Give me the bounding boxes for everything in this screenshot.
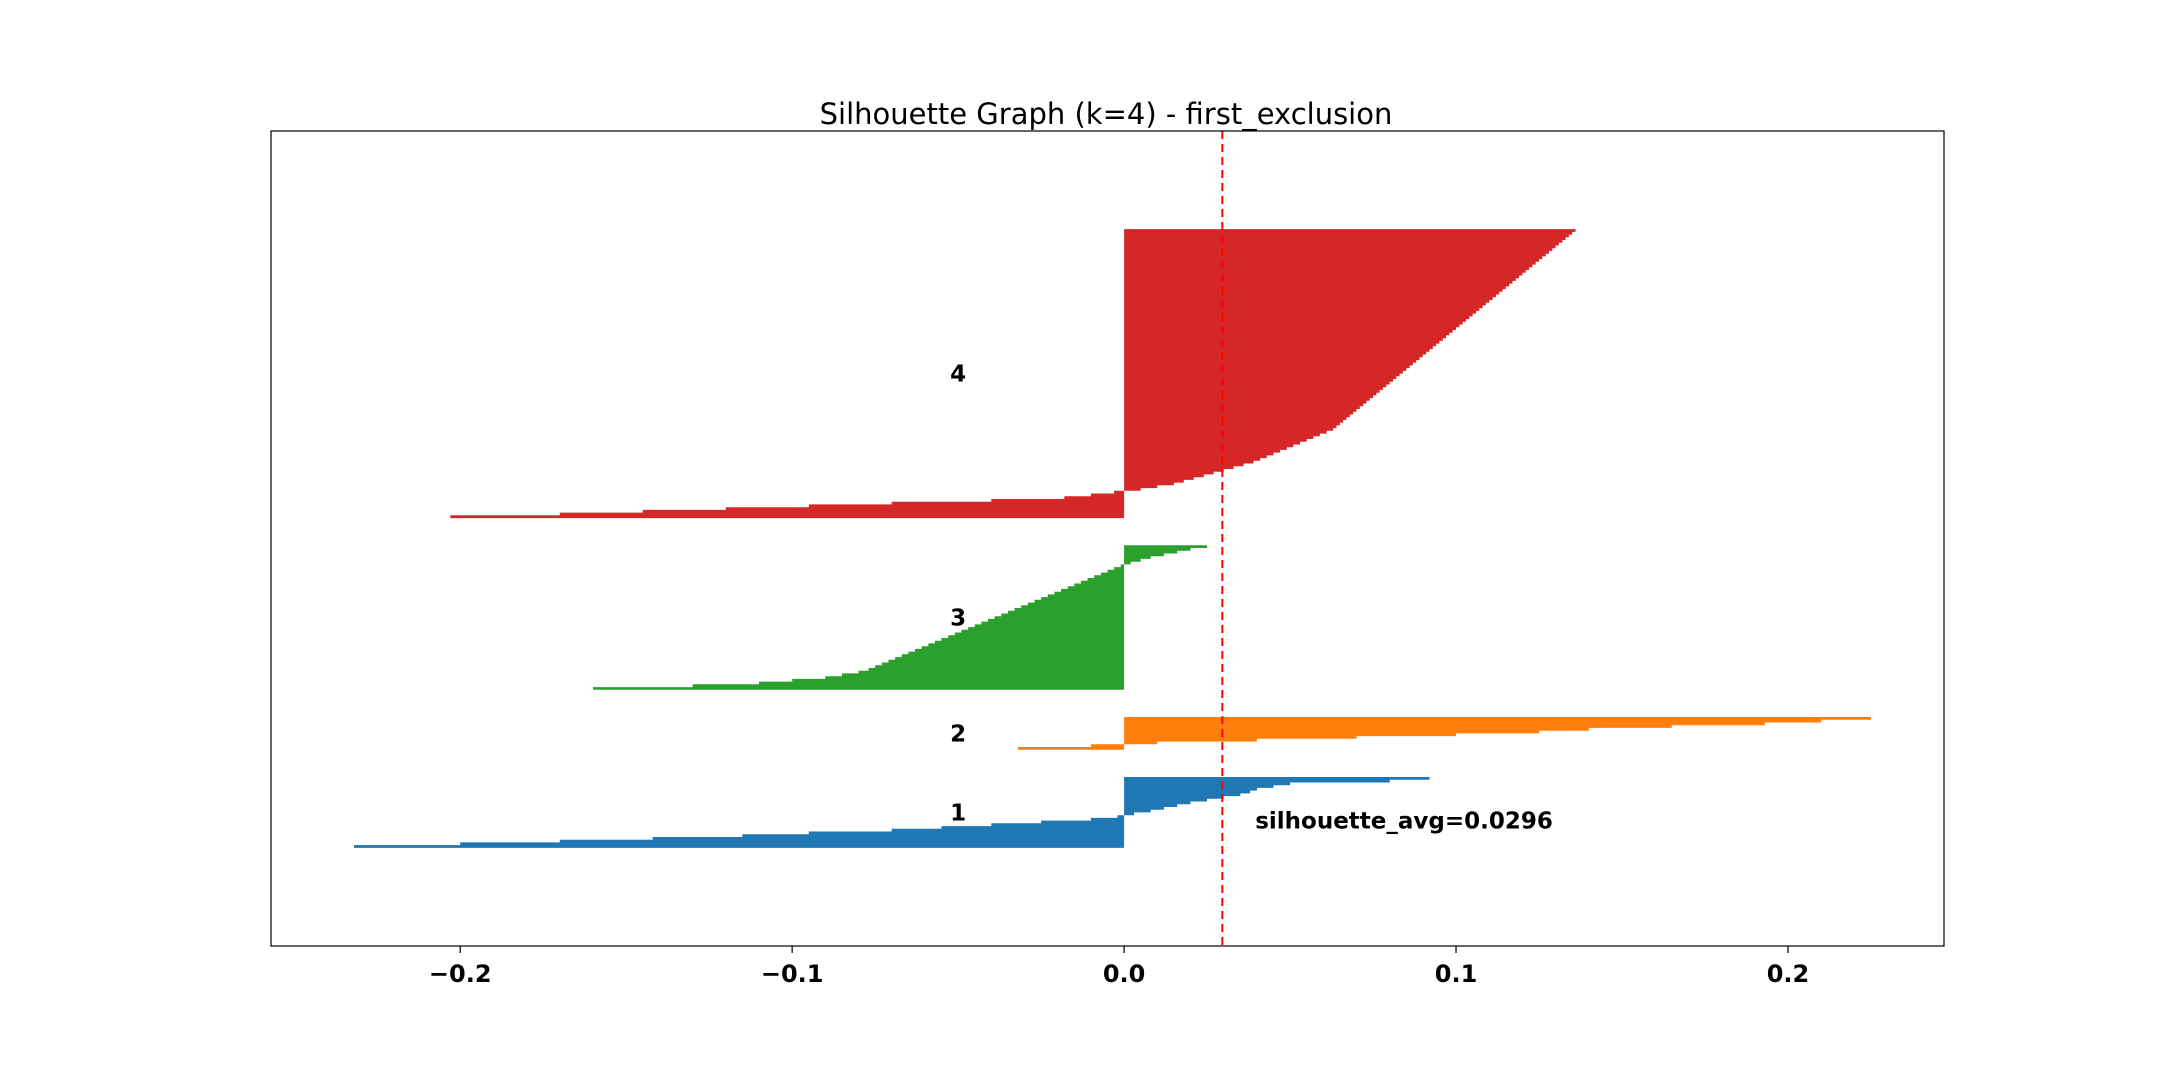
- cluster-labels: 1 2 3 4: [950, 362, 966, 827]
- cluster-2-label: 2: [950, 721, 966, 747]
- x-axis: −0.2 −0.1 0.0 0.1 0.2: [429, 946, 1809, 988]
- x-tick-label: −0.2: [429, 960, 492, 988]
- cluster-3-area: [593, 545, 1208, 690]
- x-tick-label: 0.2: [1767, 960, 1810, 988]
- plot-frame: [270, 130, 1945, 947]
- x-tick-label: −0.1: [761, 960, 824, 988]
- cluster-areas: [354, 229, 1871, 848]
- cluster-4-area: [450, 229, 1576, 519]
- chart-title: Silhouette Graph (k=4) - first_exclusion: [820, 97, 1393, 131]
- silhouette-avg-annotation: silhouette_avg=0.0296: [1255, 809, 1553, 835]
- cluster-2-area: [1017, 717, 1871, 750]
- x-tick-label: 0.0: [1103, 960, 1146, 988]
- cluster-3-label: 3: [950, 606, 966, 632]
- cluster-4-label: 4: [950, 362, 966, 388]
- x-tick-label: 0.1: [1435, 960, 1478, 988]
- cluster-1-area: [354, 777, 1430, 848]
- cluster-1-label: 1: [950, 800, 966, 826]
